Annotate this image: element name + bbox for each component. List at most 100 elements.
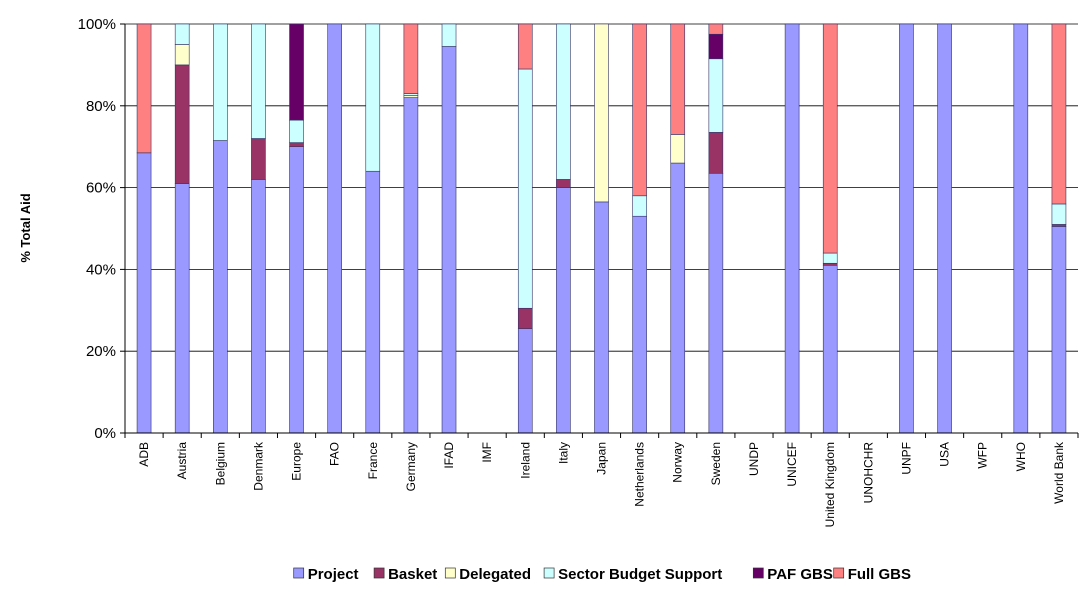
x-tick-label: IMF <box>480 442 494 463</box>
bar-segment <box>899 23 914 434</box>
legend-swatch <box>833 567 845 579</box>
y-tick-label: 80% <box>86 98 116 115</box>
x-tick-label: FAO <box>328 442 342 466</box>
bar-segment <box>174 23 190 45</box>
bars <box>136 23 1067 434</box>
bar-segment <box>708 132 724 174</box>
bar-segment <box>632 195 647 217</box>
x-tick-label: Sweden <box>709 442 723 485</box>
bar-segment <box>289 142 304 148</box>
x-tick-label: Germany <box>404 442 418 491</box>
y-tick-label: 0% <box>94 425 116 442</box>
x-tick-label: Italy <box>556 442 570 464</box>
legend-label: Sector Budget Support <box>558 566 722 583</box>
bar-segment <box>594 201 609 434</box>
bar-segment <box>403 93 419 96</box>
bar-segment <box>174 183 190 434</box>
x-tick-label: Belgium <box>213 442 227 485</box>
bar-segment <box>632 23 647 197</box>
y-tick-label: 40% <box>86 261 116 278</box>
x-tick-label: Japan <box>595 442 609 475</box>
legend: Project Basket Delegated Sector Budget Supp… <box>293 566 911 583</box>
x-tick-label: IFAD <box>442 442 456 469</box>
x-tick-label: United Kingdom <box>823 442 837 527</box>
bar-segment <box>213 23 228 141</box>
x-tick-label: Austria <box>175 442 189 480</box>
legend-swatch <box>373 567 385 579</box>
bar-segment <box>937 23 952 434</box>
legend-label: Project <box>308 566 359 583</box>
bar-segment <box>213 140 228 434</box>
y-axis-label: % Total Aid <box>18 193 33 262</box>
x-tick-label: WHO <box>1014 442 1028 471</box>
bar-segment <box>289 146 304 434</box>
bar-segment <box>403 97 419 434</box>
bar-segment <box>1013 23 1029 434</box>
y-tick-label: 100% <box>78 16 116 33</box>
legend-swatch <box>752 567 764 579</box>
x-tick-label: USA <box>938 442 952 467</box>
x-tick-label: UNDP <box>747 442 761 476</box>
y-tick-label: 60% <box>86 180 116 197</box>
bar-segment <box>251 179 266 434</box>
bar-segment <box>517 307 533 330</box>
bar-segment <box>556 179 571 188</box>
legend-label: Basket <box>388 566 437 583</box>
bar-segment <box>289 119 304 143</box>
bar-segment <box>251 138 266 180</box>
bar-segment <box>365 170 381 434</box>
bar-segment <box>670 134 686 164</box>
bar-segment <box>136 23 152 154</box>
bar-segment <box>289 23 304 121</box>
bar-segment <box>594 23 609 203</box>
bar-segment <box>556 187 571 434</box>
x-tick-label: Ireland <box>518 442 532 479</box>
bar-segment <box>441 23 457 47</box>
bar-segment <box>403 23 419 94</box>
x-tick-label: ADB <box>137 442 151 467</box>
legend-label: Delegated <box>459 566 531 583</box>
bar-segment <box>517 328 533 434</box>
bar-segment <box>1051 226 1067 434</box>
bar-segment <box>822 265 838 434</box>
axes <box>124 24 1079 438</box>
bar-segment <box>327 23 342 434</box>
x-tick-label: Netherlands <box>633 442 647 507</box>
bar-segment <box>708 23 724 35</box>
bar-segment <box>365 23 381 172</box>
bar-segment <box>174 64 190 184</box>
bar-segment <box>632 215 647 434</box>
bar-segment <box>708 33 724 60</box>
legend-label: Full GBS <box>848 566 911 583</box>
x-axis-tick-labels: ADB Austria Belgium Denmark Europe FAO France G… <box>137 441 1066 527</box>
bar-segment <box>136 152 152 434</box>
bar-segment <box>822 262 838 266</box>
bar-segment <box>441 46 457 434</box>
bar-segment <box>1051 23 1067 205</box>
y-tick-label: 20% <box>86 343 116 360</box>
legend-swatch <box>444 567 456 579</box>
bar-segment <box>1051 203 1067 225</box>
legend-swatch <box>293 567 305 579</box>
bar-segment <box>822 23 838 254</box>
x-tick-label: Denmark <box>251 441 265 491</box>
bar-segment <box>556 23 571 180</box>
x-tick-label: Norway <box>671 442 685 483</box>
legend-swatch <box>543 567 555 579</box>
bar-segment <box>403 95 419 98</box>
bar-segment <box>1051 224 1067 227</box>
x-tick-label: UNPF <box>899 442 913 475</box>
bar-segment <box>517 68 533 309</box>
bar-segment <box>670 162 686 434</box>
bar-segment <box>174 44 190 66</box>
x-tick-label: France <box>366 442 380 480</box>
x-tick-label: UNOHCHR <box>861 442 875 504</box>
bar-segment <box>708 58 724 133</box>
legend-label: PAF GBS <box>767 566 833 583</box>
y-axis-ticks: 0% 20% 40% 60% 80% 100% <box>78 16 125 442</box>
x-tick-label: Europe <box>290 442 304 481</box>
x-tick-label: UNICEF <box>785 442 799 487</box>
bar-segment <box>784 23 800 434</box>
x-tick-label: World Bank <box>1052 441 1066 504</box>
